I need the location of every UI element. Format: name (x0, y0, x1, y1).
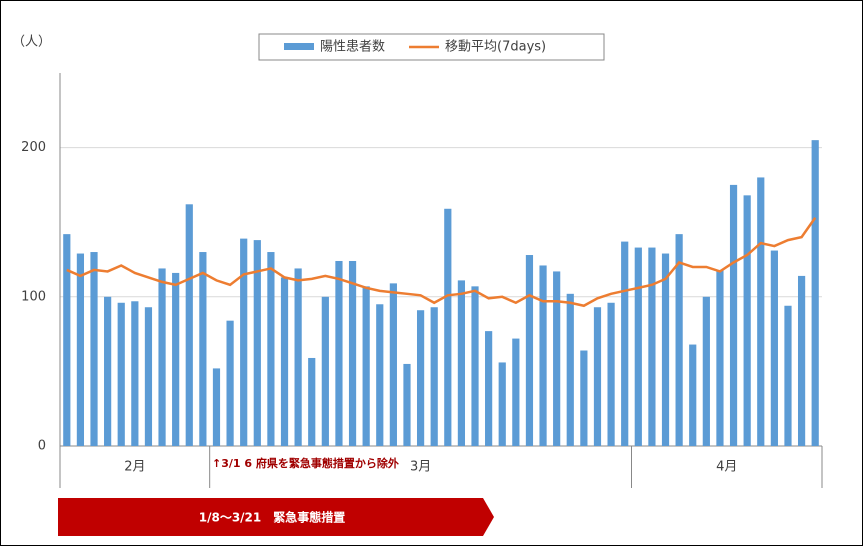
bar (172, 272, 180, 446)
bar (797, 275, 806, 446)
legend-label: 陽性患者数 (320, 40, 385, 55)
bar (321, 296, 329, 446)
bar (158, 268, 166, 446)
bar (117, 302, 125, 446)
bar (199, 252, 207, 446)
legend-swatch (284, 43, 314, 50)
bar (131, 301, 139, 446)
bar (104, 296, 112, 446)
bar (240, 238, 248, 446)
bar (729, 184, 738, 446)
bar (457, 280, 466, 446)
bar (294, 268, 302, 446)
x-group-label: 4月 (716, 460, 737, 475)
bar (689, 344, 697, 446)
bar (348, 260, 357, 446)
bar (253, 240, 261, 446)
bar (267, 252, 275, 446)
bar (389, 283, 397, 446)
x-group-label: 3月 (410, 460, 431, 475)
bar (757, 177, 765, 446)
bar (280, 277, 289, 446)
bar (90, 252, 98, 446)
bar (784, 305, 792, 446)
bar (580, 350, 588, 446)
bar (525, 255, 534, 446)
bar (226, 320, 234, 446)
bar (743, 195, 751, 446)
y-axis-label: （人） (12, 35, 51, 50)
x-group-label: 2月 (124, 460, 145, 475)
banner-arrow (58, 498, 494, 536)
bar (485, 331, 493, 446)
bar (607, 302, 615, 446)
bar (444, 208, 452, 446)
bar (471, 286, 479, 446)
bar (498, 362, 506, 446)
banner-text: 1/8～3/21 緊急事態措置 (199, 510, 346, 525)
y-tick-label: 100 (21, 289, 46, 304)
bar (308, 357, 316, 446)
bar (716, 269, 724, 446)
bar (212, 368, 221, 446)
annotation: ↑3/1 6 府県を緊急事態措置から除外 (212, 456, 399, 470)
bar (811, 140, 819, 446)
bar (335, 260, 343, 446)
bar (144, 307, 153, 446)
line (66, 217, 817, 308)
bar (770, 250, 778, 446)
bar (416, 310, 425, 446)
bar (63, 234, 71, 446)
bar (185, 204, 193, 446)
bar (621, 241, 629, 446)
bar (430, 307, 438, 446)
bar (675, 234, 683, 446)
bar (376, 304, 384, 446)
bar (648, 247, 656, 446)
bar (403, 363, 411, 446)
bar (539, 265, 547, 446)
bar (702, 296, 710, 446)
bar (566, 293, 574, 446)
bar (512, 338, 520, 446)
bar (553, 271, 561, 446)
bar (76, 253, 85, 446)
bar (362, 286, 370, 446)
legend-label: 移動平均(7days) (445, 40, 546, 55)
bar (661, 253, 670, 446)
y-tick-label: 200 (21, 140, 46, 155)
y-tick-label: 0 (38, 439, 46, 454)
bar (593, 307, 602, 446)
bar (634, 247, 642, 446)
